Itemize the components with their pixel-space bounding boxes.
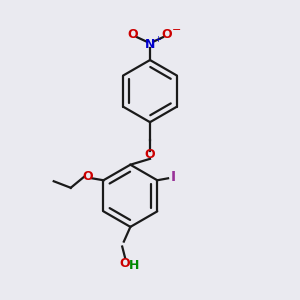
Text: H: H [129, 259, 140, 272]
Text: N: N [145, 38, 155, 51]
Text: O: O [128, 28, 138, 41]
Text: I: I [170, 170, 175, 184]
Text: O: O [119, 257, 130, 270]
Text: O: O [162, 28, 172, 41]
Text: O: O [145, 148, 155, 161]
Text: O: O [82, 170, 93, 184]
Text: +: + [154, 35, 160, 44]
Text: −: − [172, 25, 181, 34]
